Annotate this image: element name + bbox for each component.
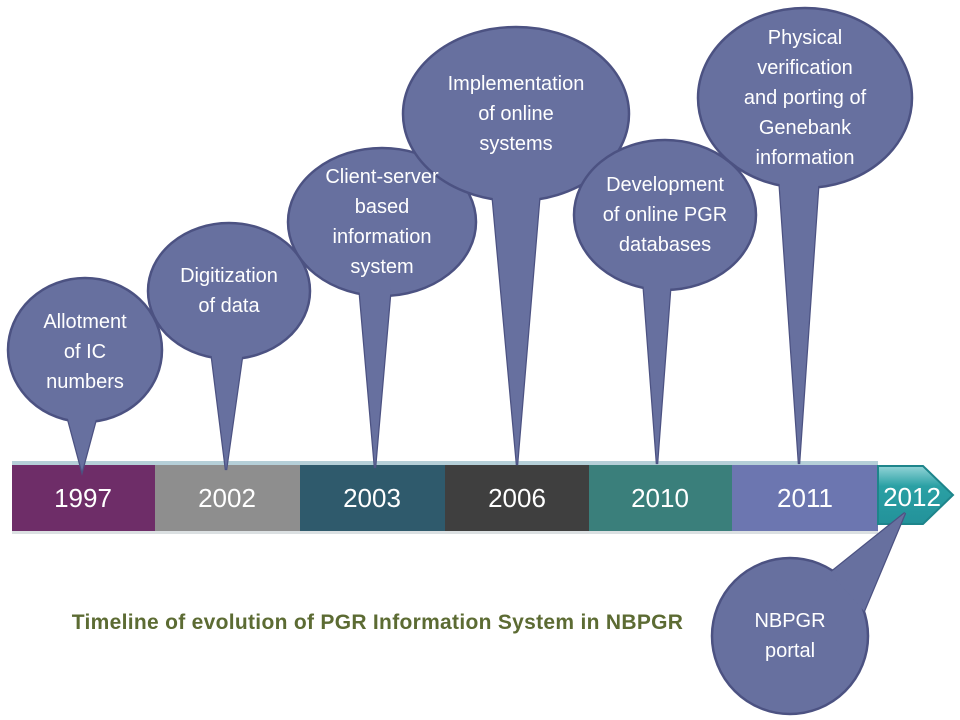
balloon-tail-fill bbox=[492, 190, 540, 465]
balloon-text-client-server: Client-server based information system bbox=[325, 166, 439, 278]
timeline-arrow-2012 bbox=[877, 465, 955, 525]
balloon-text-digitization: Digitization of data bbox=[180, 265, 278, 317]
balloon-tail-fill bbox=[359, 284, 391, 468]
year-label-2010: 2010 bbox=[631, 483, 689, 513]
bar-bottom-shadow bbox=[12, 531, 878, 534]
year-label-2003: 2003 bbox=[343, 483, 401, 513]
year-label-2006: 2006 bbox=[488, 483, 546, 513]
caption-title: Timeline of evolution of PGR Information… bbox=[71, 611, 684, 634]
balloon-tail-fill bbox=[64, 404, 100, 471]
balloon-tail-fill bbox=[643, 278, 671, 464]
timeline-segment-2011 bbox=[732, 465, 878, 531]
year-label-1997: 1997 bbox=[54, 483, 112, 513]
year-label-2012: 2012 bbox=[883, 482, 941, 512]
balloon-tail-fill bbox=[830, 513, 905, 611]
balloon-text-physical-verification: Physical verification and porting of Gen… bbox=[743, 27, 867, 169]
timeline-segment-2003 bbox=[300, 465, 445, 531]
balloon-client-server-system bbox=[286, 146, 478, 469]
balloon-tail-fill bbox=[211, 350, 243, 470]
balloon-text-implementation: Implementation of online systems bbox=[447, 73, 585, 155]
balloon-allotment-of-ic-numbers bbox=[6, 276, 164, 476]
balloon-text-allotment: Allotment of IC numbers bbox=[43, 311, 127, 393]
balloon-text-development: Development of online PGR databases bbox=[602, 174, 728, 256]
balloon-implementation-online-systems bbox=[401, 25, 631, 466]
balloon-digitization-of-data bbox=[146, 221, 312, 471]
year-label-2011: 2011 bbox=[777, 483, 833, 513]
balloon-development-pgr-databases bbox=[572, 138, 758, 465]
bar-top-highlight bbox=[12, 461, 878, 465]
year-label-2002: 2002 bbox=[198, 483, 256, 513]
balloon-body bbox=[710, 556, 870, 716]
balloon-tail-fill bbox=[779, 175, 819, 464]
balloon-nbpgr-portal bbox=[710, 512, 907, 716]
timeline-segment-2002 bbox=[155, 465, 300, 531]
timeline-segment-2006 bbox=[445, 465, 589, 531]
timeline-segment-1997 bbox=[12, 465, 155, 531]
timeline-segment-2010 bbox=[589, 465, 732, 531]
balloon-text-nbpgr-portal: NBPGR portal bbox=[754, 610, 826, 662]
balloon-physical-verification-genebank bbox=[696, 6, 914, 465]
